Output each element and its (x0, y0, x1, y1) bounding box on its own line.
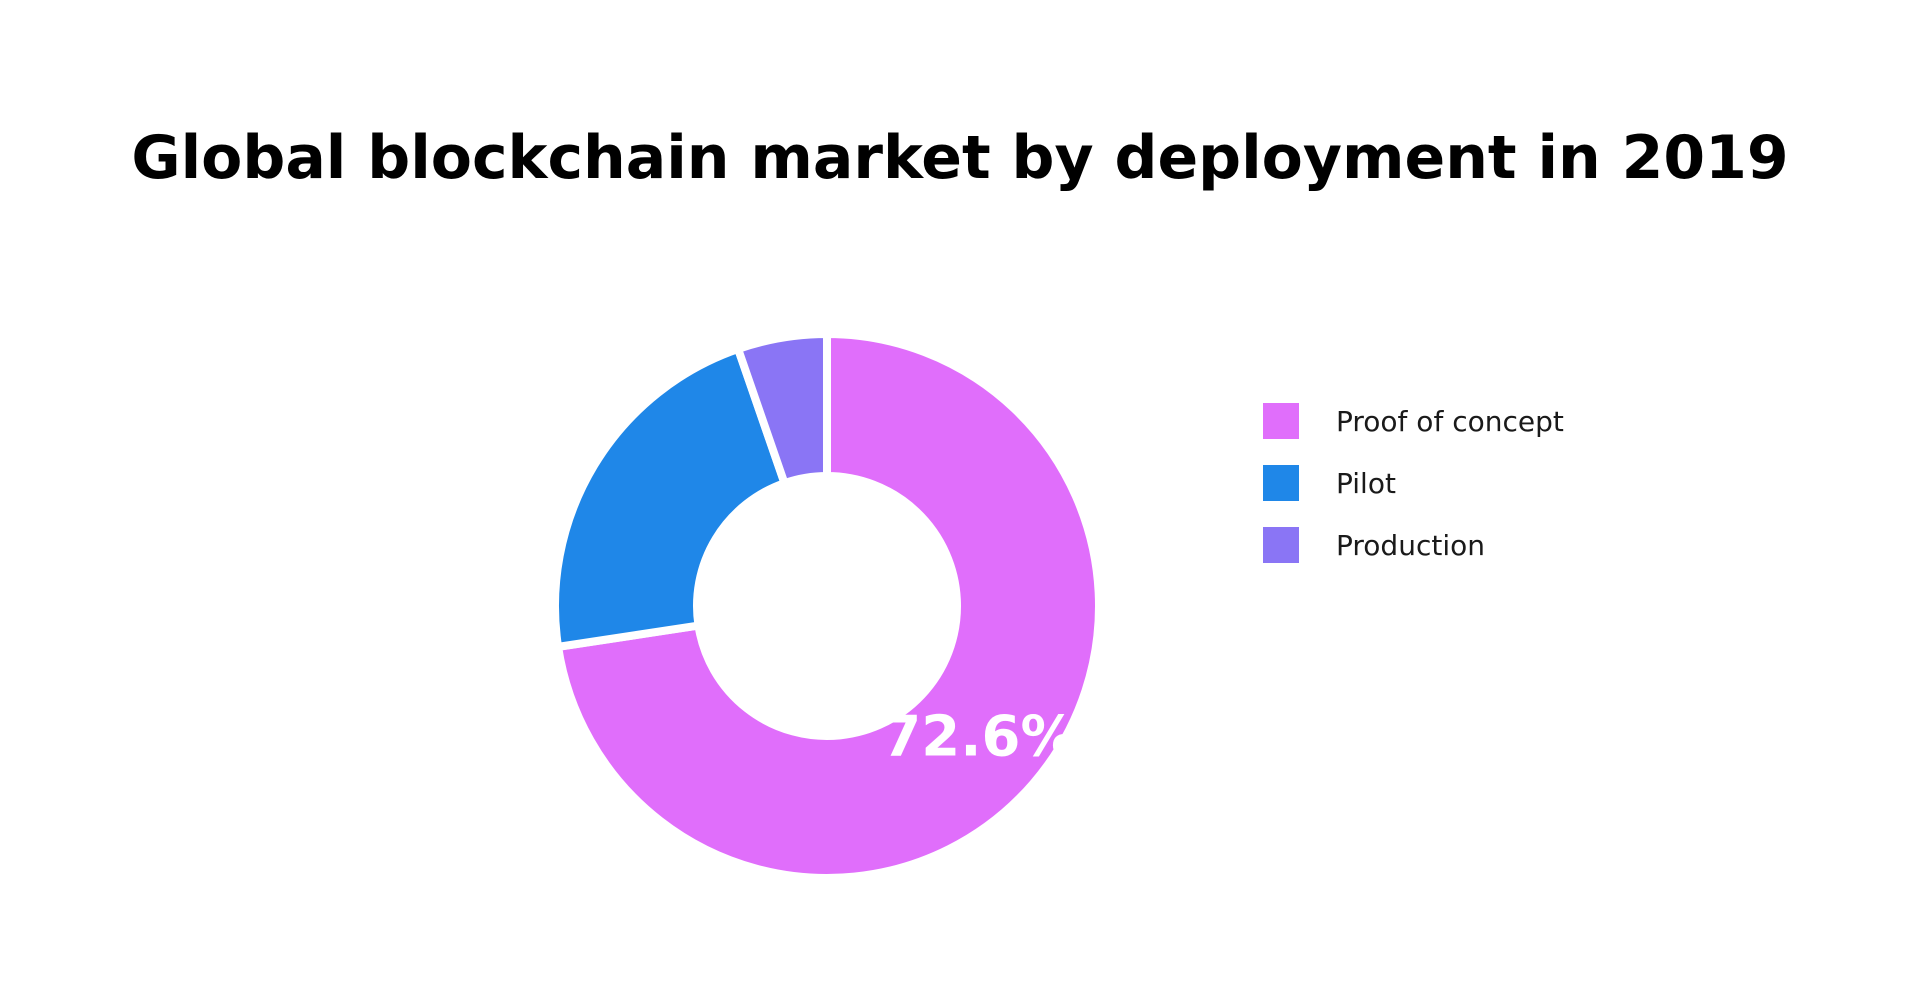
legend-item-production: Production (1263, 514, 1783, 576)
legend-swatch (1263, 465, 1299, 501)
chart-title: Global blockchain market by deployment i… (131, 123, 1789, 193)
data-label-proof-of-concept: 72.6% (882, 705, 1076, 770)
legend-swatch (1263, 403, 1299, 439)
chart-legend: Proof of concept Pilot Production (1263, 390, 1783, 576)
donut-slices (551, 329, 1103, 882)
slice-production (732, 329, 831, 489)
slice-proof-of-concept (553, 329, 1103, 882)
legend-item-pilot: Pilot (1263, 452, 1783, 514)
donut-slice-labels: 72.6% (882, 705, 1076, 770)
legend-item-proof-of-concept: Proof of concept (1263, 390, 1783, 452)
legend-label: Proof of concept (1336, 404, 1564, 438)
slice-pilot (551, 343, 790, 652)
legend-label: Pilot (1336, 466, 1396, 500)
legend-label: Production (1336, 528, 1485, 562)
legend-swatch (1263, 527, 1299, 563)
